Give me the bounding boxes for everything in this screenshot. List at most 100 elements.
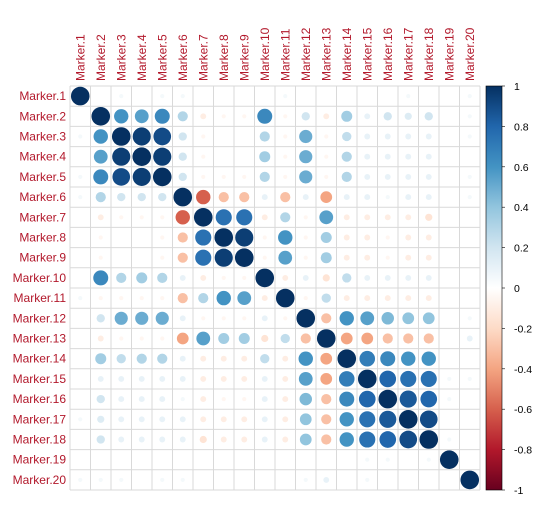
correlation-circle <box>364 274 371 281</box>
correlation-circle <box>321 313 332 324</box>
correlation-circle <box>112 147 131 166</box>
correlation-circle <box>283 114 288 119</box>
row-label: Marker.8 <box>19 231 66 245</box>
correlation-circle <box>468 256 471 259</box>
correlation-circle <box>426 457 431 462</box>
correlation-circle <box>140 256 143 259</box>
correlation-circle <box>467 174 472 179</box>
color-scale-tick-label: 0.8 <box>514 121 529 133</box>
correlation-circle <box>160 255 165 260</box>
correlation-circle <box>448 135 451 138</box>
correlation-circle <box>173 187 193 207</box>
correlation-circle <box>98 255 103 260</box>
correlation-circle <box>99 458 102 461</box>
correlation-circle <box>117 192 126 202</box>
correlation-circle <box>359 431 376 448</box>
correlation-circle <box>119 336 124 341</box>
correlation-circle <box>195 229 212 246</box>
row-label: Marker.4 <box>19 150 66 164</box>
correlation-circle <box>200 113 207 120</box>
correlation-circle <box>221 397 226 402</box>
correlation-circle <box>384 153 391 160</box>
correlation-circle <box>447 437 452 442</box>
correlation-circle <box>468 297 471 299</box>
correlation-circle <box>95 353 107 365</box>
correlation-circle <box>242 174 247 179</box>
row-label: Marker.2 <box>19 109 66 123</box>
correlation-circle <box>337 349 357 369</box>
correlation-circle <box>114 109 129 124</box>
column-label: Marker.18 <box>422 27 436 81</box>
column-label: Marker.12 <box>299 27 313 81</box>
correlation-circle <box>96 435 105 444</box>
correlation-circle <box>159 396 166 403</box>
grid <box>69 85 481 491</box>
correlation-circle <box>157 353 168 364</box>
correlation-circle <box>177 252 188 263</box>
correlation-circle <box>261 436 268 443</box>
correlation-circle <box>78 195 83 200</box>
correlation-circle <box>98 296 103 301</box>
correlation-circle <box>199 435 207 444</box>
correlation-circle <box>214 228 234 247</box>
correlation-circle <box>79 236 82 239</box>
correlation-circle <box>345 458 348 461</box>
correlation-circle <box>401 351 416 366</box>
correlation-circle <box>201 154 206 159</box>
correlation-circle <box>202 479 205 481</box>
correlation-circle <box>299 392 312 406</box>
correlation-circle <box>78 477 83 482</box>
correlation-circle <box>364 133 371 140</box>
correlation-circle <box>235 228 254 247</box>
correlation-circle <box>448 479 451 481</box>
correlation-circle <box>220 436 227 443</box>
correlation-circle <box>343 194 350 201</box>
correlation-circle <box>321 434 332 445</box>
correlation-circle <box>339 412 354 427</box>
correlation-circle <box>119 94 124 99</box>
correlation-circle <box>304 95 307 97</box>
correlation-circle <box>423 333 434 344</box>
correlation-circle <box>283 316 288 321</box>
correlation-circle <box>447 376 452 381</box>
correlation-circle <box>467 114 472 119</box>
correlation-circle <box>341 171 352 182</box>
correlation-circle <box>379 370 397 388</box>
correlation-circles <box>70 86 480 490</box>
correlation-circle <box>422 312 435 325</box>
correlation-circle <box>78 174 83 179</box>
correlation-circle <box>447 397 452 402</box>
correlation-circle <box>468 438 471 441</box>
correlation-circle <box>221 174 226 179</box>
color-scale-tick-label: 0.6 <box>514 162 529 174</box>
correlation-circle <box>179 436 186 443</box>
correlation-circle <box>120 256 123 259</box>
correlation-circle <box>201 316 206 321</box>
correlation-circle <box>325 458 328 461</box>
correlation-circle <box>160 215 165 220</box>
correlation-circle <box>448 277 451 279</box>
correlation-circle <box>385 195 390 200</box>
correlation-circle <box>448 216 451 219</box>
correlation-circle <box>303 477 308 482</box>
correlation-circle <box>338 371 355 387</box>
correlation-circle <box>179 274 186 281</box>
row-label: Marker.1 <box>19 89 66 103</box>
correlation-circle <box>364 194 371 201</box>
correlation-circle <box>201 174 206 179</box>
correlation-circle <box>200 396 207 403</box>
correlation-circle <box>93 149 108 164</box>
color-scale-bar <box>485 85 503 491</box>
correlation-circle <box>425 274 432 281</box>
row-label: Marker.6 <box>19 190 66 204</box>
correlation-circle <box>448 357 451 360</box>
correlation-circle <box>140 479 143 481</box>
correlation-circle <box>180 397 185 402</box>
correlation-circle <box>284 458 287 461</box>
correlation-circle <box>385 235 390 240</box>
correlation-circle <box>345 95 348 97</box>
correlation-circle <box>140 236 143 239</box>
correlation-circle <box>448 115 451 118</box>
correlation-circle <box>79 155 82 158</box>
